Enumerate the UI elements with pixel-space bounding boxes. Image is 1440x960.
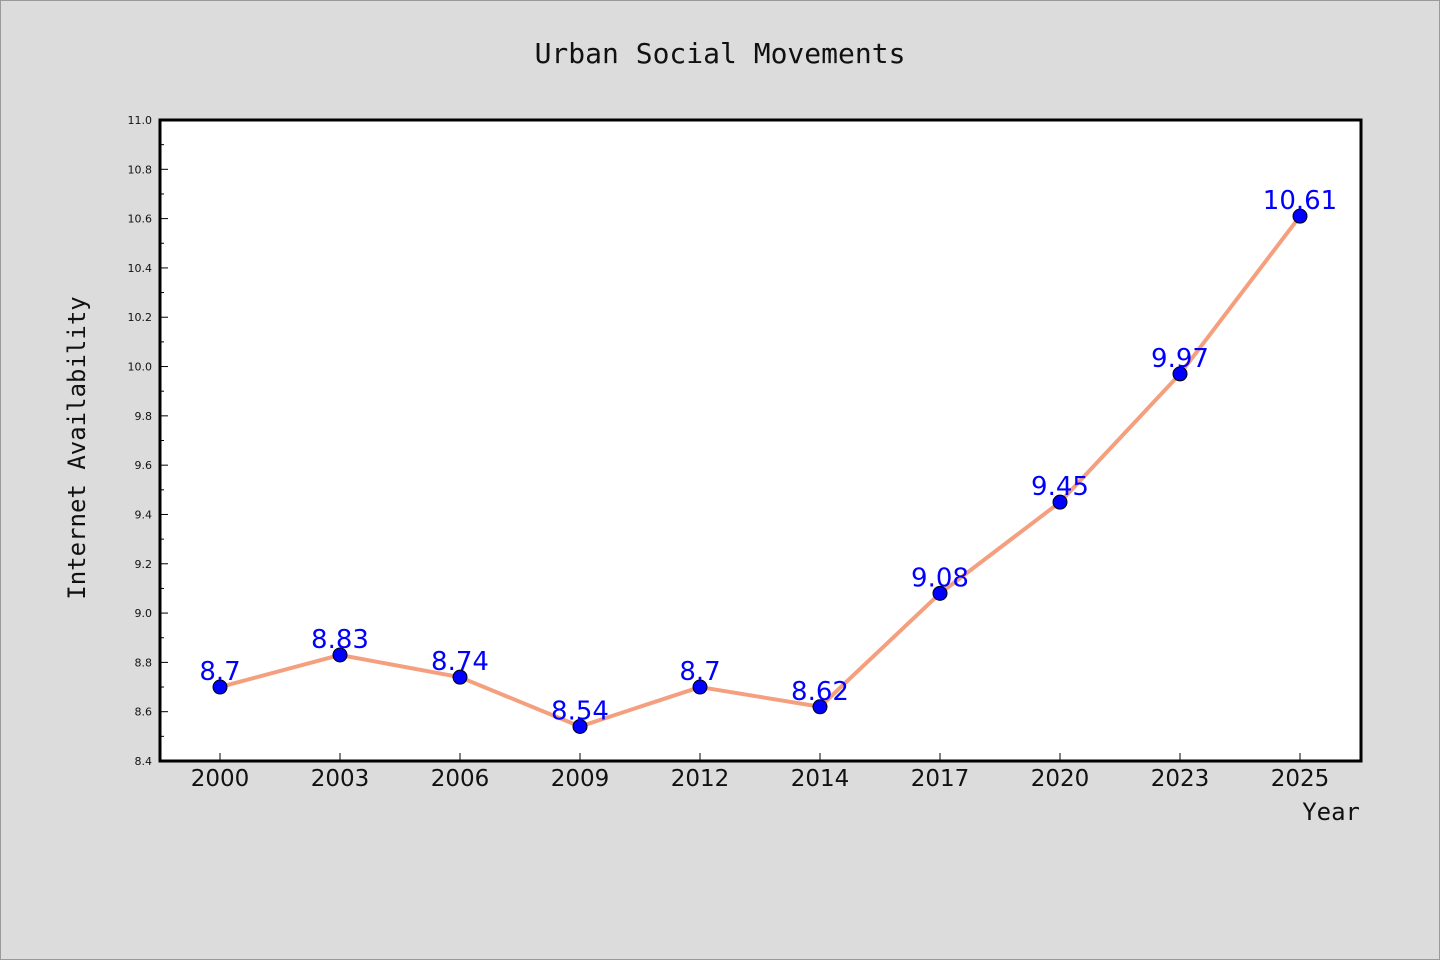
data-point xyxy=(452,669,468,685)
y-tick-label: 10.0 xyxy=(128,361,153,374)
x-tick-label: 2003 xyxy=(311,766,370,792)
y-tick-label: 8.4 xyxy=(135,755,153,768)
data-label: 8.7 xyxy=(199,657,240,687)
x-tick-label: 2014 xyxy=(791,766,850,792)
data-label: 8.54 xyxy=(551,696,609,726)
data-label: 8.74 xyxy=(431,647,489,677)
x-tick-label: 2020 xyxy=(1031,766,1090,792)
data-point xyxy=(332,647,348,663)
y-axis: 8.4 8.6 8.8 9.0 9.2 9.4 9.6 9.8 10.0 10.2 10.4 10.6… xyxy=(128,114,168,768)
data-point xyxy=(692,679,708,695)
data-label: 8.83 xyxy=(311,625,369,655)
data-label: 9.97 xyxy=(1151,344,1209,374)
y-tick-label: 9.0 xyxy=(135,607,153,620)
data-label: 8.7 xyxy=(679,657,720,687)
data-point xyxy=(812,699,828,715)
data-point xyxy=(1052,494,1068,510)
y-tick-label: 10.2 xyxy=(128,311,153,324)
data-point xyxy=(1292,208,1308,224)
data-point xyxy=(932,585,948,601)
data-label: 9.08 xyxy=(911,563,969,593)
data-point xyxy=(1172,366,1188,382)
y-tick-label: 10.6 xyxy=(128,213,153,226)
series-line xyxy=(218,214,1302,729)
y-tick-label: 11.0 xyxy=(128,114,153,127)
data-point xyxy=(212,679,228,695)
y-tick-label: 9.8 xyxy=(135,410,153,423)
y-tick-label: 9.4 xyxy=(135,508,153,521)
data-label: 9.45 xyxy=(1031,472,1089,502)
y-axis-label: Internet Availability xyxy=(63,296,91,599)
x-tick-label: 2025 xyxy=(1271,766,1330,792)
y-tick-label: 8.6 xyxy=(135,706,153,719)
y-tick-label: 10.8 xyxy=(128,163,153,176)
x-tick-label: 2006 xyxy=(431,766,490,792)
x-tick-label: 2000 xyxy=(191,766,250,792)
x-axis-label: Year xyxy=(1302,798,1360,826)
data-point xyxy=(572,718,588,734)
y-tick-label: 10.4 xyxy=(128,262,153,275)
x-tick-label: 2009 xyxy=(551,766,610,792)
x-axis: 2000 2003 2006 2009 2012 2014 2017 2020 2023 2025 xyxy=(191,753,1330,792)
data-label: 8.62 xyxy=(791,677,849,707)
x-tick-label: 2023 xyxy=(1151,766,1210,792)
y-tick-label: 9.2 xyxy=(135,558,153,571)
chart-title: Urban Social Movements xyxy=(535,37,906,70)
plot-area xyxy=(158,118,1363,763)
series-layer: 8.7 8.83 8.74 8.54 8.7 8.62 9.08 9.45 9.97 10.61 xyxy=(199,186,1337,734)
x-tick-label: 2012 xyxy=(671,766,730,792)
x-tick-label: 2017 xyxy=(911,766,970,792)
data-label: 10.61 xyxy=(1263,186,1337,216)
y-tick-label: 9.6 xyxy=(135,459,153,472)
y-tick-label: 8.8 xyxy=(135,656,153,669)
